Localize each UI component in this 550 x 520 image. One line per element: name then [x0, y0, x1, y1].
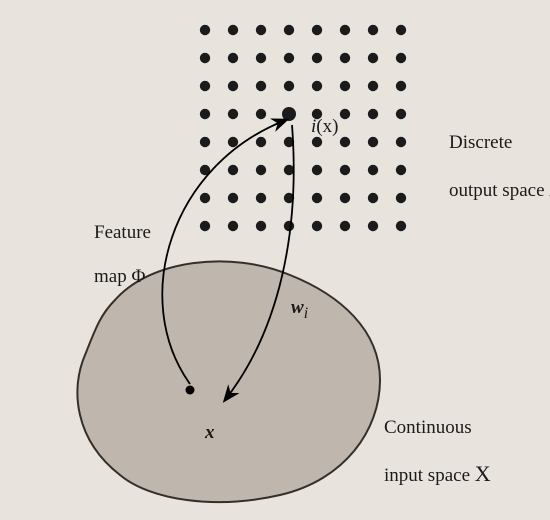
output-space-label: Discrete output space A [430, 110, 550, 223]
feature-line2: map [94, 266, 131, 287]
input-space-symbol: X [475, 461, 491, 486]
feature-map-label: Feature map Φ [75, 200, 151, 309]
weight-sub: i [304, 305, 308, 322]
feature-line1: Feature [94, 222, 151, 243]
weight-w: w [291, 297, 304, 318]
winner-arg: (x) [316, 116, 338, 137]
input-point-label: x [186, 400, 215, 466]
continuous-line2: input space [384, 465, 475, 486]
continuous-line1: Continuous [384, 417, 472, 438]
weight-vector-label: wi [272, 275, 308, 345]
input-space-label: Continuous input space X [365, 395, 491, 508]
x-symbol: x [205, 422, 215, 443]
diagram-root: i(x) Discrete output space A Feature map… [0, 0, 550, 520]
discrete-line1: Discrete [449, 132, 512, 153]
winning-neuron-label: i(x) [292, 94, 338, 160]
phi-symbol: Φ [131, 266, 145, 287]
marked-points [186, 386, 195, 395]
discrete-line2: output space [449, 180, 549, 201]
